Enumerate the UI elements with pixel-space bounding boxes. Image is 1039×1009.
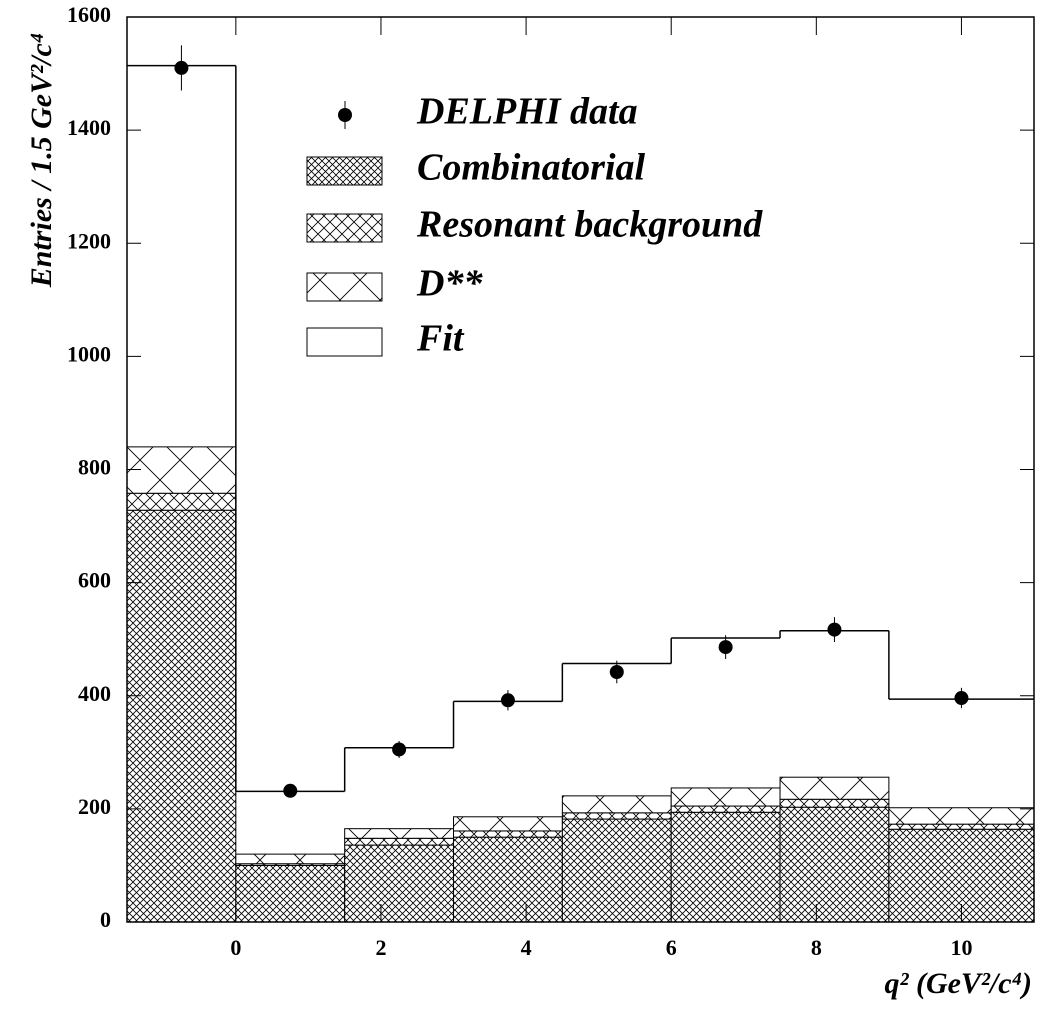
histogram-bar [344, 844, 455, 923]
histogram-bar [344, 828, 455, 839]
data-point [392, 742, 407, 757]
y-tick-label: 400 [78, 681, 111, 706]
data-point [827, 622, 842, 637]
x-tick-label: 4 [521, 935, 532, 960]
histogram-bar [453, 836, 563, 923]
histogram-bar [561, 812, 672, 820]
histogram-bar [126, 509, 237, 923]
legend-swatch [306, 272, 383, 302]
data-point [954, 691, 969, 706]
histogram-bar [888, 823, 1035, 830]
histogram-bar [235, 864, 346, 923]
x-tick-label: 6 [666, 935, 677, 960]
histogram-bar [779, 798, 890, 808]
histogram-bar [126, 446, 237, 494]
legend-marker [338, 108, 352, 122]
histogram-bar [670, 805, 781, 813]
data-point [283, 783, 298, 798]
y-tick-label: 1400 [67, 115, 111, 140]
x-axis-label: q² (GeV²/c⁴) [884, 967, 1032, 1000]
histogram-bar [453, 830, 563, 838]
histogram-bar [561, 818, 672, 923]
y-tick-label: 1600 [67, 2, 111, 27]
legend-label: DELPHI data [416, 91, 638, 133]
legend-label: Resonant background [416, 204, 763, 246]
histogram-bar [453, 816, 563, 832]
legend-label: Combinatorial [417, 147, 645, 189]
y-tick-label: 800 [78, 455, 111, 480]
y-axis-label: Entries / 1.5 GeV²/c⁴ [25, 33, 58, 288]
x-tick-label: 0 [230, 935, 241, 960]
y-tick-label: 200 [78, 794, 111, 819]
histogram-bar [670, 811, 781, 923]
histogram-bar [344, 837, 455, 846]
histogram-bar [126, 492, 237, 511]
x-tick-label: 8 [811, 935, 822, 960]
y-tick-label: 600 [78, 568, 111, 593]
data-point [609, 664, 624, 679]
x-tick-label: 2 [375, 935, 386, 960]
legend-swatch [306, 213, 383, 243]
legend-label: D** [416, 263, 483, 305]
data-point [174, 60, 189, 75]
histogram-bar [779, 776, 890, 800]
histogram-bar [888, 807, 1035, 825]
legend-label: Fit [416, 318, 465, 360]
histogram-bar [235, 853, 346, 865]
x-tick-label: 10 [950, 935, 972, 960]
legend-swatch [306, 156, 383, 186]
y-tick-label: 1200 [67, 228, 111, 253]
y-tick-label: 1000 [67, 341, 111, 366]
histogram-bar [670, 787, 781, 807]
data-point [718, 640, 733, 655]
histogram-bar [561, 795, 672, 814]
y-tick-label: 0 [100, 907, 111, 932]
legend-swatch [306, 327, 383, 357]
data-point [500, 693, 515, 708]
histogram-bar [779, 806, 890, 923]
